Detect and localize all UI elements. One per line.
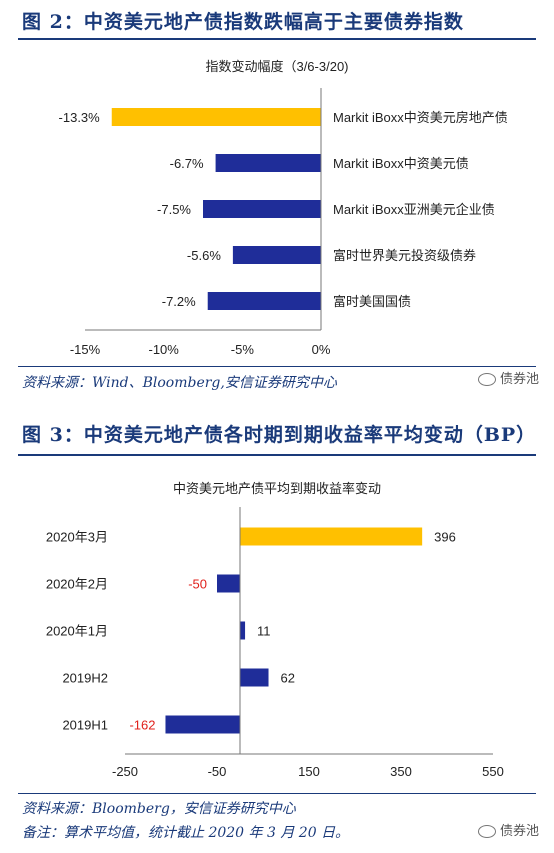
chart1-value-label-4: -7.2%: [162, 294, 196, 309]
chart1-value-label-1: -6.7%: [170, 156, 204, 171]
figure3-note: 备注：算术平均值，统计截止 2020 年 3 月 20 日。: [22, 825, 350, 841]
watermark-2: 债券池: [478, 820, 539, 839]
chart2-category-label-3: 2019H2: [62, 671, 108, 686]
chart1-category-label-1: Markit iBoxx中资美元债: [333, 156, 469, 171]
chart2-x-tick-label-0: -250: [112, 764, 138, 779]
chart1-bar-2: [203, 200, 321, 218]
watermark-text-1: 债券池: [500, 372, 540, 387]
figure3-title: 图 3：中资美元地产债各时期到期收益率平均变动（BP）: [22, 424, 537, 446]
chart2-x-tick-label-2: 150: [298, 764, 320, 779]
chart2-x-tick-label-3: 350: [390, 764, 412, 779]
chart1-x-tick-label-0: -15%: [70, 342, 101, 357]
chart2-value-label-1: -50: [188, 577, 207, 592]
figure3-title-rule: [18, 454, 536, 456]
chart1-bar-1: [215, 154, 321, 172]
chart2-category-label-1: 2020年2月: [46, 577, 108, 592]
chart2-value-label-3: 62: [281, 671, 295, 686]
chart2-category-label-2: 2020年1月: [46, 624, 108, 639]
chart2-x-tick-label-4: 550: [482, 764, 504, 779]
wechat-icon: [478, 373, 496, 386]
chart2-bar-4: [165, 715, 240, 734]
chart2: 中资美元地产债平均到期收益率变动 2020年3月 396 2020年2月 -50 2020…: [46, 481, 504, 779]
chart1: 指数变动幅度（3/6-3/20) -13.3% Markit iBoxx中资美元房地…: [59, 59, 508, 357]
chart1-bar-0: [111, 108, 321, 126]
figure2-bottom-rule: [18, 366, 536, 367]
chart2-bar-0: [240, 527, 423, 546]
chart2-value-label-4: -162: [129, 718, 155, 733]
chart2-title: 中资美元地产债平均到期收益率变动: [173, 481, 381, 496]
chart1-category-label-2: Markit iBoxx亚洲美元企业债: [333, 202, 495, 217]
watermark-1: 债券池: [478, 368, 539, 387]
chart1-value-label-0: -13.3%: [59, 110, 101, 125]
figure3-bottom-rule: [18, 793, 536, 794]
chart1-x-tick-label-2: -5%: [231, 342, 255, 357]
figure2-title: 图 2：中资美元地产债指数跌幅高于主要债券指数: [22, 11, 464, 33]
chart1-value-label-3: -5.6%: [187, 248, 221, 263]
chart1-category-label-4: 富时美国国债: [333, 294, 411, 309]
chart1-category-label-3: 富时世界美元投资级债券: [333, 248, 476, 263]
chart1-bar-3: [232, 246, 321, 264]
figure2-source: 资料来源：Wind、Bloomberg,安信证券研究中心: [22, 375, 337, 391]
chart2-value-label-2: 11: [257, 624, 271, 639]
chart1-value-label-2: -7.5%: [157, 202, 191, 217]
chart2-value-label-0: 396: [434, 530, 456, 545]
wechat-icon-2: [478, 825, 496, 838]
chart2-category-label-0: 2020年3月: [46, 530, 108, 545]
chart2-bar-2: [240, 621, 246, 640]
watermark-text-2: 债券池: [500, 824, 540, 839]
chart2-bar-1: [217, 574, 240, 593]
chart1-title: 指数变动幅度（3/6-3/20): [205, 59, 348, 74]
chart2-x-tick-label-1: -50: [208, 764, 227, 779]
chart2-bar-3: [240, 668, 269, 687]
chart1-x-tick-label-1: -10%: [148, 342, 179, 357]
chart1-x-tick-label-3: 0%: [312, 342, 331, 357]
chart1-category-label-0: Markit iBoxx中资美元房地产债: [333, 110, 508, 125]
figure2-title-rule: [18, 38, 536, 40]
figure3-source: 资料来源：Bloomberg，安信证券研究中心: [22, 801, 296, 817]
chart2-category-label-4: 2019H1: [62, 718, 108, 733]
chart1-bar-4: [207, 292, 321, 310]
